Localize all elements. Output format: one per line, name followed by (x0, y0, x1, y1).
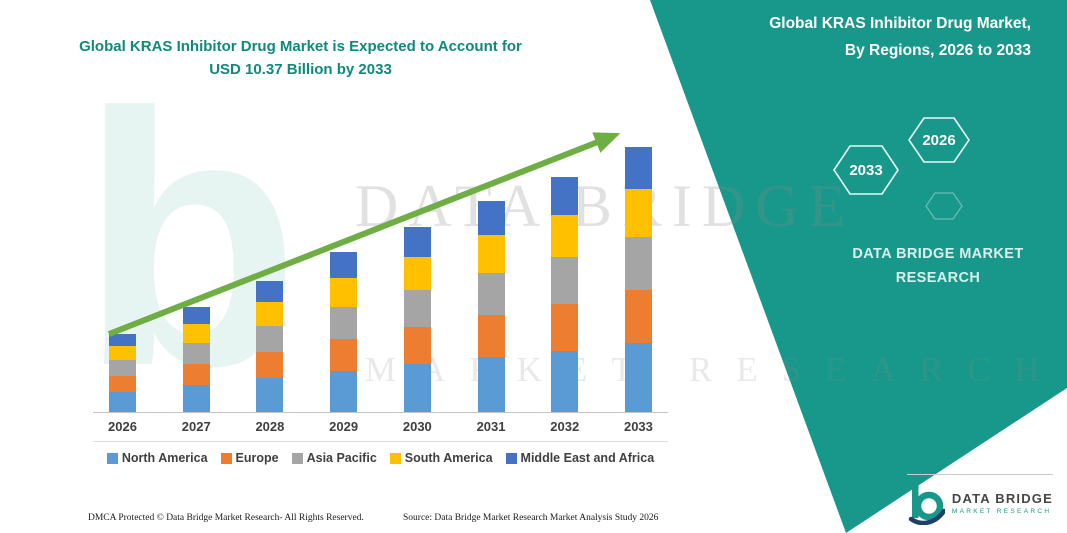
bar-segment (330, 339, 358, 371)
bar-segment (624, 189, 652, 237)
bar-segment (403, 327, 431, 364)
bar-2027 (182, 307, 210, 412)
x-axis-label: 2032 (550, 419, 580, 434)
bar-2030 (403, 227, 431, 412)
legend-item: Europe (220, 451, 279, 465)
logo-name: DATA BRIDGE (951, 491, 1053, 506)
bar-segment (477, 357, 505, 412)
side-panel-heading: Global KRAS Inhibitor Drug Market, By Re… (769, 10, 1031, 64)
side-heading-line1: Global KRAS Inhibitor Drug Market, (769, 15, 1031, 32)
hexagon-2033-outline (833, 145, 899, 195)
legend-swatch (291, 452, 303, 464)
bar-plot (93, 120, 668, 413)
x-axis-label: 2030 (402, 419, 432, 434)
bar-segment (109, 334, 136, 346)
bar-segment (109, 360, 136, 376)
x-axis-label: 2031 (476, 419, 506, 434)
legend-item: North America (106, 451, 208, 465)
side-brand-line1: DATA BRIDGE MARKET (852, 246, 1024, 262)
bar-chart: 2026 2027 2028 2029 2030 2031 2032 2033 North A… (93, 120, 668, 465)
hexagon-2033-label: 2033 (849, 162, 882, 179)
bar-segment (182, 307, 210, 324)
bar-segment (551, 215, 579, 257)
x-axis-label: 2027 (181, 419, 211, 434)
bar-segment (403, 364, 431, 412)
side-brand-line2: RESEARCH (895, 269, 981, 286)
legend-item: Asia Pacific (291, 451, 377, 465)
bar-segment (403, 257, 431, 290)
x-axis-label: 2028 (255, 419, 285, 434)
legend-swatch (389, 452, 401, 464)
x-axis-label: 2033 (623, 419, 653, 434)
hexagon-2026-label: 2026 (922, 132, 955, 149)
legend-label: Europe (235, 451, 279, 465)
x-axis-label: 2029 (329, 419, 359, 434)
side-brand-text: DATA BRIDGE MARKET RESEARCH (838, 243, 1038, 291)
bar-segment (109, 392, 136, 412)
bar-segment (477, 235, 505, 273)
hexagon-badges: 2033 2026 (833, 117, 970, 220)
bar-segment (624, 343, 652, 412)
chart-legend: North America Europe Asia Pacific South Ame… (93, 451, 668, 465)
bar-segment (256, 281, 284, 302)
bar-segment (330, 371, 358, 412)
company-logo: DATA BRIDGE MARKET RESEARCH (906, 474, 1053, 525)
legend-label: South America (404, 451, 493, 465)
bar-2029 (330, 252, 358, 412)
legend-label: Middle East and Africa (520, 451, 655, 465)
bar-segment (477, 201, 505, 235)
side-heading-line2: By Regions, 2026 to 2033 (844, 42, 1031, 60)
chart-title: Global KRAS Inhibitor Drug Market is Exp… (58, 36, 543, 81)
bar-segment (256, 302, 284, 326)
bar-segment (182, 343, 210, 364)
bar-segment (477, 315, 505, 357)
bar-segment (403, 227, 431, 257)
bar-2026 (109, 334, 136, 412)
bar-segment (551, 351, 579, 412)
bar-segment (109, 346, 136, 360)
legend-swatch (106, 452, 118, 464)
legend-label: Asia Pacific (306, 451, 377, 465)
bar-segment (624, 290, 652, 343)
bar-2031 (477, 201, 505, 412)
bar-segment (256, 326, 284, 352)
bar-2033 (624, 147, 652, 412)
bar-segment (256, 378, 284, 412)
logo-subtitle: MARKET RESEARCH (951, 508, 1052, 515)
chart-title-line2: USD 10.37 Billion by 2033 (209, 60, 392, 78)
legend-label: North America (121, 451, 208, 465)
bar-segment (182, 364, 210, 385)
footer-source: Source: Data Bridge Market Research Mark… (403, 513, 659, 523)
bar-segment (182, 385, 210, 412)
bar-segment (182, 324, 210, 343)
hexagon-small-outline (925, 192, 963, 220)
bar-segment (330, 278, 358, 307)
legend-item: Middle East and Africa (505, 451, 655, 465)
bar-2032 (551, 177, 579, 412)
bar-segment (403, 290, 431, 327)
chart-title-line1: Global KRAS Inhibitor Drug Market is Exp… (79, 38, 522, 55)
legend-swatch (220, 452, 232, 464)
bar-segment (330, 307, 358, 339)
bar-segment (551, 177, 579, 215)
bar-segment (624, 147, 652, 189)
legend-item: South America (389, 451, 493, 465)
x-axis-label: 2026 (108, 419, 137, 434)
bar-segment (477, 273, 505, 315)
bar-segment (624, 237, 652, 290)
bar-segment (256, 352, 284, 378)
company-logo-text: DATA BRIDGE MARKET RESEARCH (952, 491, 1053, 515)
bar-segment (551, 304, 579, 351)
legend-swatch (505, 452, 517, 464)
footer-dmca: DMCA Protected © Data Bridge Market Rese… (88, 513, 364, 523)
company-logo-mark (908, 484, 945, 525)
bar-2028 (256, 281, 284, 412)
bar-segment (330, 252, 358, 278)
bar-segment (109, 376, 136, 392)
x-axis-labels: 2026 2027 2028 2029 2030 2031 2032 2033 (93, 413, 668, 442)
bar-segment (551, 257, 579, 304)
hexagon-2026-outline (908, 117, 970, 163)
